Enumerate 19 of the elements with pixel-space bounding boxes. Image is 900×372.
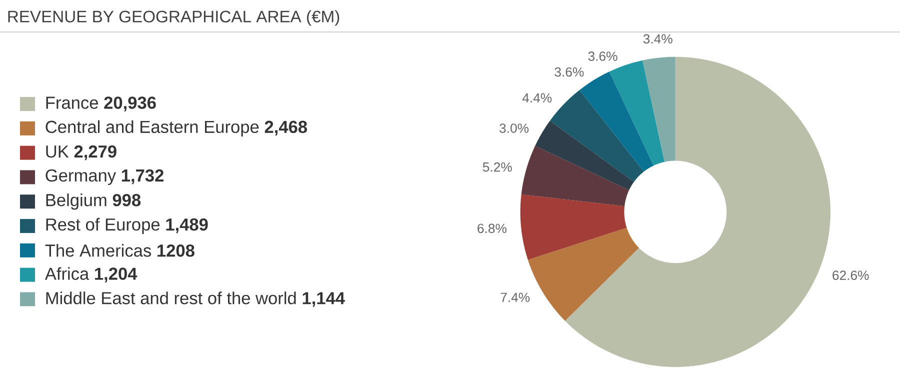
legend-label: The Americas 1208: [45, 244, 194, 257]
data-label: 3.4%: [643, 34, 672, 44]
legend-label: Belgium 998: [46, 194, 141, 210]
data-label: 3.6%: [554, 67, 584, 77]
data-label: 5.2%: [482, 162, 512, 172]
legend-label: Germany 1,732: [46, 169, 164, 186]
legend-label: Rest of Europe 1,489: [46, 218, 208, 234]
data-label: 4.4%: [522, 93, 552, 102]
data-label: 62.6%: [832, 270, 869, 280]
legend-label: UK 2,279: [46, 145, 116, 160]
legend-label: Middle East and rest of the world 1,144: [46, 292, 345, 307]
legend-label: Central and Eastern Europe 2,468: [46, 120, 308, 136]
data-label: 6.8%: [478, 224, 506, 234]
legend-label: Africa 1,204: [44, 267, 138, 282]
chart-title: REVENUE BY GEOGRAPHICAL AREA (€M): [8, 10, 340, 26]
data-label: 3.6%: [588, 52, 618, 61]
legend-label: France 20,936: [46, 96, 156, 112]
data-label: 7.4%: [500, 292, 530, 302]
data-label: 3.0%: [500, 124, 529, 133]
